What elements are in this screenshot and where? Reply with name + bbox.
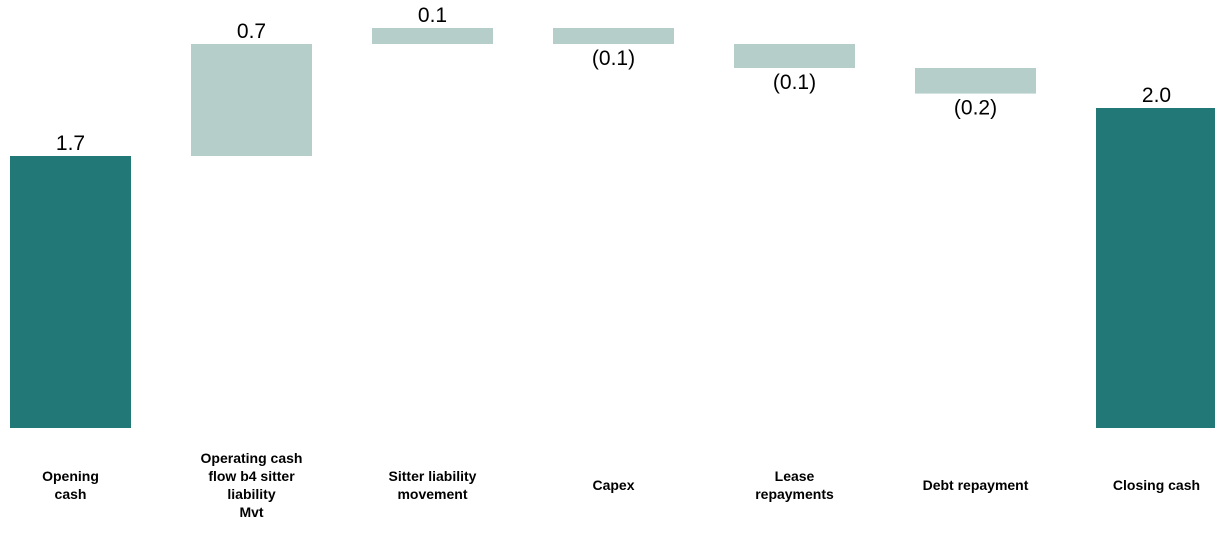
category-label-line: Operating cash <box>201 450 303 466</box>
category-label-5: Debt repayment <box>923 477 1029 493</box>
bar-4 <box>734 44 855 68</box>
category-label-line: movement <box>397 486 467 502</box>
value-labels-group: 1.7 0.7 0.1 (0.1) (0.1) (0.2) 2.0 <box>56 4 1171 155</box>
category-label-line: liability <box>227 486 275 502</box>
value-label-1: 0.7 <box>237 20 266 43</box>
category-label-line: repayments <box>755 486 834 502</box>
category-label-line: Opening <box>42 468 99 484</box>
bar-2 <box>372 28 493 44</box>
bars-group <box>10 28 1215 428</box>
category-label-line: Closing cash <box>1113 477 1200 493</box>
category-labels-group: Opening cash Operating cash flow b4 sitter l… <box>42 450 1200 520</box>
category-label-line: Mvt <box>239 504 263 520</box>
category-label-4: Lease repayments <box>755 468 834 502</box>
category-label-line: Debt repayment <box>923 477 1029 493</box>
category-label-line: Lease <box>775 468 815 484</box>
value-label-4: (0.1) <box>773 71 816 94</box>
category-label-line: Capex <box>592 477 634 493</box>
value-label-6: 2.0 <box>1142 84 1171 107</box>
category-label-line: cash <box>55 486 87 502</box>
category-label-line: flow b4 sitter <box>208 468 295 484</box>
value-label-0: 1.7 <box>56 132 85 155</box>
category-label-2: Sitter liability movement <box>389 468 477 502</box>
value-label-2: 0.1 <box>418 4 447 27</box>
bar-6 <box>1096 108 1215 428</box>
bar-1 <box>191 44 312 156</box>
value-label-5: (0.2) <box>954 97 997 120</box>
category-label-6: Closing cash <box>1113 477 1200 493</box>
bar-3 <box>553 28 674 44</box>
category-label-3: Capex <box>592 477 634 493</box>
value-label-3: (0.1) <box>592 47 635 70</box>
bar-5 <box>915 68 1036 94</box>
bar-0 <box>10 156 131 428</box>
category-label-1: Operating cash flow b4 sitter liability Mvt <box>201 450 303 520</box>
category-label-line: Sitter liability <box>389 468 477 484</box>
category-label-0: Opening cash <box>42 468 99 502</box>
